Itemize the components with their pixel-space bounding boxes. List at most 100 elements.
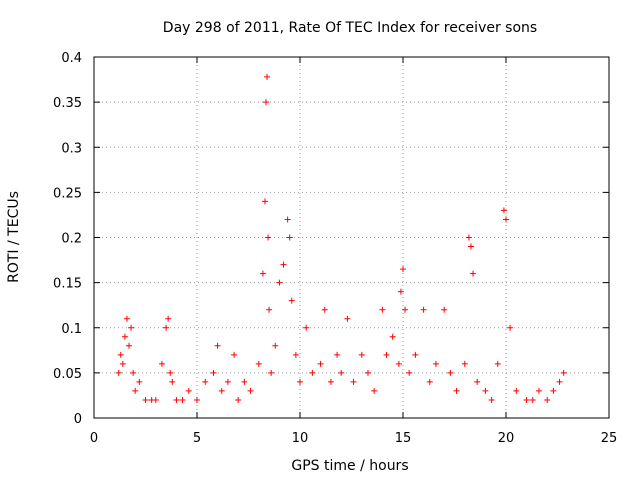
data-point: [453, 387, 460, 394]
data-point: [406, 369, 413, 376]
data-point: [276, 279, 283, 286]
data-point: [163, 324, 170, 331]
data-point: [261, 198, 268, 205]
y-tick-label: 0.1: [61, 322, 82, 337]
data-point: [523, 396, 530, 403]
data-point: [334, 351, 341, 358]
data-point: [494, 360, 501, 367]
data-point: [395, 360, 402, 367]
data-point: [210, 369, 217, 376]
data-point: [126, 342, 133, 349]
data-point: [432, 360, 439, 367]
data-point: [167, 369, 174, 376]
data-point: [470, 270, 477, 277]
data-point: [128, 324, 135, 331]
data-point: [169, 378, 176, 385]
data-point: [119, 360, 126, 367]
data-point: [397, 288, 404, 295]
data-point: [121, 333, 128, 340]
data-point: [259, 270, 266, 277]
y-tick-label: 0.3: [61, 141, 82, 156]
data-point: [264, 73, 271, 80]
data-point: [152, 396, 159, 403]
data-point: [321, 306, 328, 313]
data-point: [441, 306, 448, 313]
data-point: [123, 315, 130, 322]
x-tick-label: 5: [193, 431, 201, 446]
data-point: [263, 99, 270, 106]
data-point: [265, 234, 272, 241]
data-point: [173, 396, 180, 403]
data-point: [488, 396, 495, 403]
data-point: [165, 315, 172, 322]
y-tick-label: 0.4: [61, 51, 82, 66]
data-point: [297, 378, 303, 385]
data-point: [371, 387, 378, 394]
data-point: [231, 351, 238, 358]
chart-title: Day 298 of 2011, Rate Of TEC Index for r…: [163, 20, 537, 36]
data-point: [461, 360, 468, 367]
x-tick-label: 10: [292, 431, 309, 446]
data-point: [503, 216, 509, 223]
data-point: [379, 306, 386, 313]
data-point: [327, 378, 334, 385]
y-tick-label: 0.2: [61, 232, 82, 247]
data-point: [447, 369, 454, 376]
data-point: [309, 369, 316, 376]
y-tick-label: 0.15: [53, 277, 82, 292]
data-point: [338, 369, 345, 376]
data-point: [402, 306, 409, 313]
data-point: [556, 378, 563, 385]
data-point: [350, 378, 357, 385]
data-point: [235, 396, 242, 403]
data-point: [535, 387, 542, 394]
data-point: [474, 378, 481, 385]
data-point: [255, 360, 262, 367]
x-tick-label: 25: [601, 431, 618, 446]
data-point: [358, 351, 365, 358]
x-axis-label: GPS time / hours: [291, 458, 408, 474]
data-point: [286, 234, 293, 241]
data-point: [214, 342, 221, 349]
x-tick-label: 0: [90, 431, 98, 446]
data-point: [400, 266, 406, 273]
y-tick-label: 0.35: [53, 96, 82, 111]
data-point: [292, 351, 299, 358]
data-point: [179, 396, 186, 403]
data-point: [130, 369, 137, 376]
y-axis-label: ROTI / TECUs: [6, 191, 22, 283]
data-point: [272, 342, 279, 349]
data-point: [529, 396, 536, 403]
data-point: [224, 378, 231, 385]
data-point: [507, 324, 514, 331]
data-point: [266, 306, 273, 313]
axis-ticks: 0 5 10 15 20 25 0 0.05 0.1 0.15 0.2 0.25 0.3 0.35 0.4: [53, 51, 617, 446]
data-point: [280, 261, 287, 268]
data-points: [115, 73, 567, 403]
data-point: [383, 351, 390, 358]
data-point: [202, 378, 209, 385]
grid-lines: [94, 57, 609, 418]
data-point: [513, 387, 520, 394]
data-point: [132, 387, 139, 394]
data-point: [247, 387, 254, 394]
data-point: [194, 396, 200, 403]
y-tick-label: 0.25: [53, 186, 82, 201]
data-point: [317, 360, 324, 367]
data-point: [288, 297, 295, 304]
data-point: [550, 387, 557, 394]
data-point: [284, 216, 291, 223]
data-point: [117, 351, 124, 358]
data-point: [465, 234, 472, 241]
data-point: [268, 369, 275, 376]
data-point: [185, 387, 192, 394]
data-point: [412, 351, 419, 358]
data-point: [389, 333, 396, 340]
y-tick-label: 0.05: [53, 367, 82, 382]
data-point: [560, 369, 567, 376]
data-point: [115, 369, 122, 376]
data-point: [158, 360, 165, 367]
data-point: [218, 387, 225, 394]
